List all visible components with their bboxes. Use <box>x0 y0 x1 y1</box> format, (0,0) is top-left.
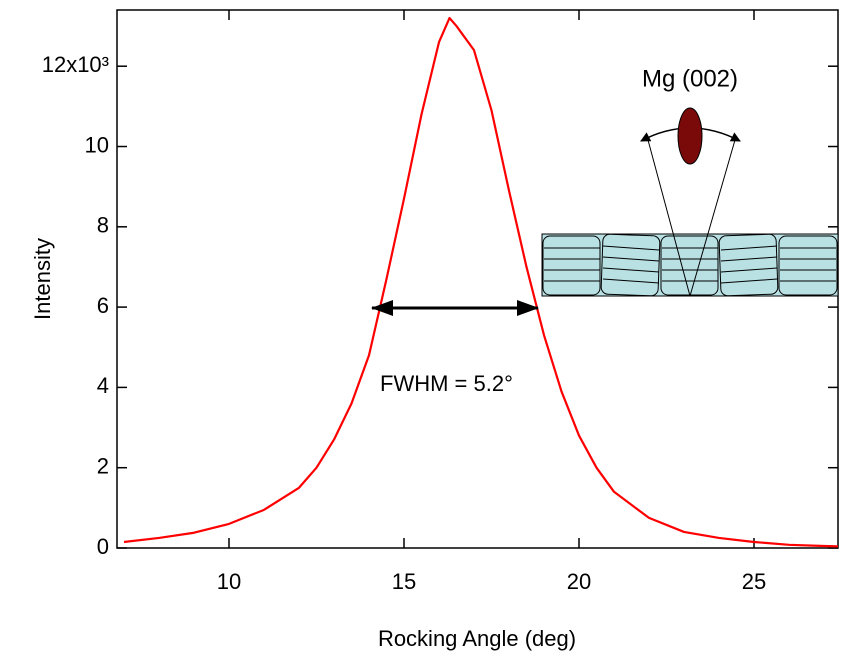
marks: 10 15 20 25 0 2 4 6 8 10 12x10³ <box>42 10 839 594</box>
x-tick-label: 20 <box>567 569 591 594</box>
y-tick-label: 12x10³ <box>42 52 109 77</box>
fwhm-annotation: FWHM = 5.2° <box>380 371 513 396</box>
x-tick-label: 15 <box>392 569 416 594</box>
x-tick-label: 10 <box>217 569 241 594</box>
x-tick-label: 25 <box>742 569 766 594</box>
x-axis-label: Rocking Angle (deg) <box>378 626 576 651</box>
y-axis-label: Intensity <box>30 238 55 320</box>
y-tick-label: 2 <box>97 454 109 479</box>
y-tick-label: 10 <box>85 132 109 157</box>
y-tick-label: 8 <box>97 213 109 238</box>
inset-label: Mg (002) <box>642 65 738 92</box>
inset-diagram <box>541 107 839 297</box>
y-tick-label: 0 <box>97 534 109 559</box>
y-tick-label: 4 <box>97 373 109 398</box>
y-tick-label: 6 <box>97 293 109 318</box>
data-line <box>123 16 839 548</box>
